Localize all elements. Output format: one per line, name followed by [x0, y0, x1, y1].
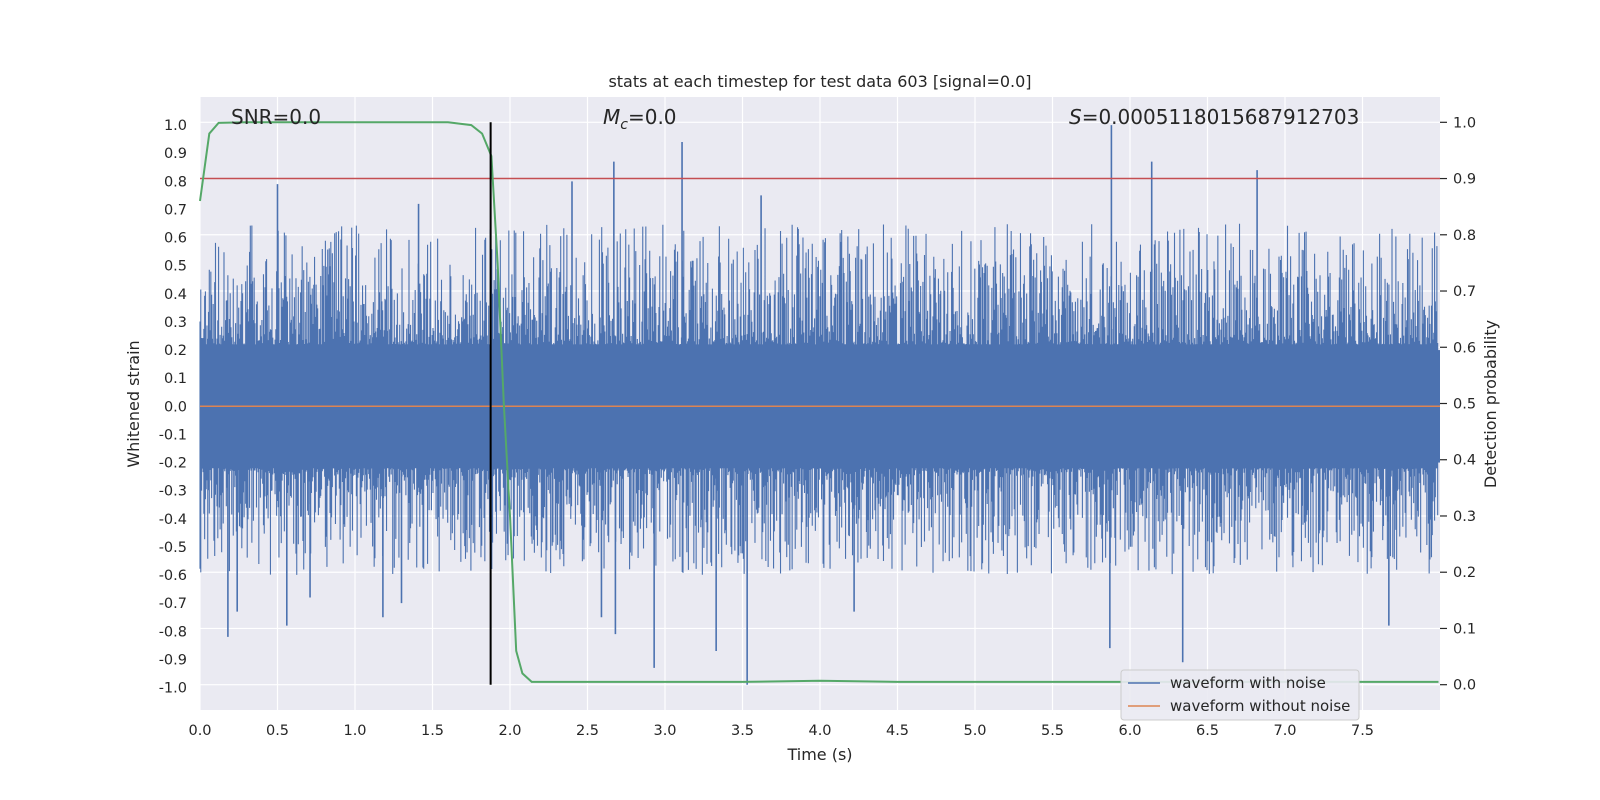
- annotation-s: S=0.0005118015687912703: [1069, 105, 1359, 129]
- y2-tick-label: 0.7: [1453, 284, 1476, 300]
- y2-tick-label: 0.5: [1453, 397, 1476, 413]
- legend: waveform with noise waveform without noi…: [1120, 669, 1360, 721]
- y2-tick-label: 0.8: [1453, 228, 1476, 244]
- legend-label-waveform-with-noise: waveform with noise: [1170, 674, 1326, 692]
- x-tick-label: 3.5: [731, 723, 754, 739]
- y-tick-label: -0.9: [159, 652, 187, 668]
- y-tick-label: 0.1: [164, 371, 187, 387]
- x-tick-label: 3.0: [653, 723, 676, 739]
- y2-tick-label: 0.6: [1453, 340, 1476, 356]
- y-tick-label: 0.2: [164, 343, 187, 359]
- y-tick-label: 0.8: [164, 174, 187, 190]
- y-tick-label: -0.3: [159, 484, 187, 500]
- x-tick-label: 6.0: [1118, 723, 1141, 739]
- y-tick-label: 0.7: [164, 202, 187, 218]
- x-tick-label: 7.0: [1273, 723, 1296, 739]
- y-tick-label: -1.0: [159, 681, 187, 697]
- y-tick-label: 0.5: [164, 259, 187, 275]
- chart-title: stats at each timestep for test data 603…: [608, 72, 1031, 91]
- legend-box: [1120, 669, 1360, 721]
- x-axis-label: Time (s): [786, 745, 852, 764]
- y-axis-label: Whitened strain: [124, 340, 143, 467]
- x-tick-label: 7.5: [1351, 723, 1374, 739]
- y-tick-label: 1.0: [164, 118, 187, 134]
- tick-labels: 0.0 0.5 1.0 1.5 2.0 2.5 3.0 3.5 4.0 4.5 5.0 5.5 6.0 6…: [159, 115, 1476, 739]
- y-tick-label: 0.4: [164, 287, 187, 303]
- x-tick-label: 0.0: [188, 723, 211, 739]
- y-tick-label: -0.8: [159, 624, 187, 640]
- y-tick-label: -0.1: [159, 427, 187, 443]
- x-tick-label: 4.5: [886, 723, 909, 739]
- y-tick-label: 0.0: [164, 399, 187, 415]
- y2-tick-label: 0.3: [1453, 509, 1476, 525]
- y-tick-label: -0.4: [159, 512, 187, 528]
- y-tick-label: 0.9: [164, 146, 187, 162]
- y-tick-label: -0.7: [159, 596, 187, 612]
- y-tick-label: 0.3: [164, 315, 187, 331]
- annotation-mc-value: =0.0: [628, 105, 677, 129]
- y2-tick-label: 0.2: [1453, 565, 1476, 581]
- x-tick-label: 6.5: [1196, 723, 1219, 739]
- y2-axis-label: Detection probability: [1481, 320, 1500, 488]
- annotation-mc-sub: c: [620, 117, 628, 133]
- y-tick-label: -0.2: [159, 456, 187, 472]
- annotation-s-symbol: S: [1069, 105, 1082, 129]
- x-tick-label: 4.0: [808, 723, 831, 739]
- annotation-snr: SNR=0.0: [231, 105, 321, 129]
- y2-tick-label: 0.1: [1453, 621, 1476, 637]
- x-tick-label: 5.5: [1041, 723, 1064, 739]
- y2-tick-label: 0.0: [1453, 678, 1476, 694]
- y-tick-label: 0.6: [164, 231, 187, 247]
- annotation-mc-symbol: M: [603, 105, 620, 129]
- legend-label-waveform-without-noise: waveform without noise: [1170, 697, 1350, 715]
- x-tick-label: 1.5: [421, 723, 444, 739]
- y-tick-label: -0.6: [159, 568, 187, 584]
- y-tick-label: -0.5: [159, 540, 187, 556]
- x-tick-label: 1.0: [343, 723, 366, 739]
- x-tick-label: 2.5: [576, 723, 599, 739]
- x-tick-label: 5.0: [963, 723, 986, 739]
- y2-tick-label: 0.9: [1453, 172, 1476, 188]
- x-tick-label: 0.5: [266, 723, 289, 739]
- annotation-mc: Mc=0.0: [603, 105, 677, 133]
- series-lines: [199, 121, 1440, 685]
- x-tick-label: 2.0: [498, 723, 521, 739]
- series-detection-probability: [199, 121, 1439, 683]
- y2-tick-label: 1.0: [1453, 115, 1476, 131]
- annotation-s-value: =0.0005118015687912703: [1082, 105, 1360, 129]
- y2-tick-label: 0.4: [1453, 453, 1476, 469]
